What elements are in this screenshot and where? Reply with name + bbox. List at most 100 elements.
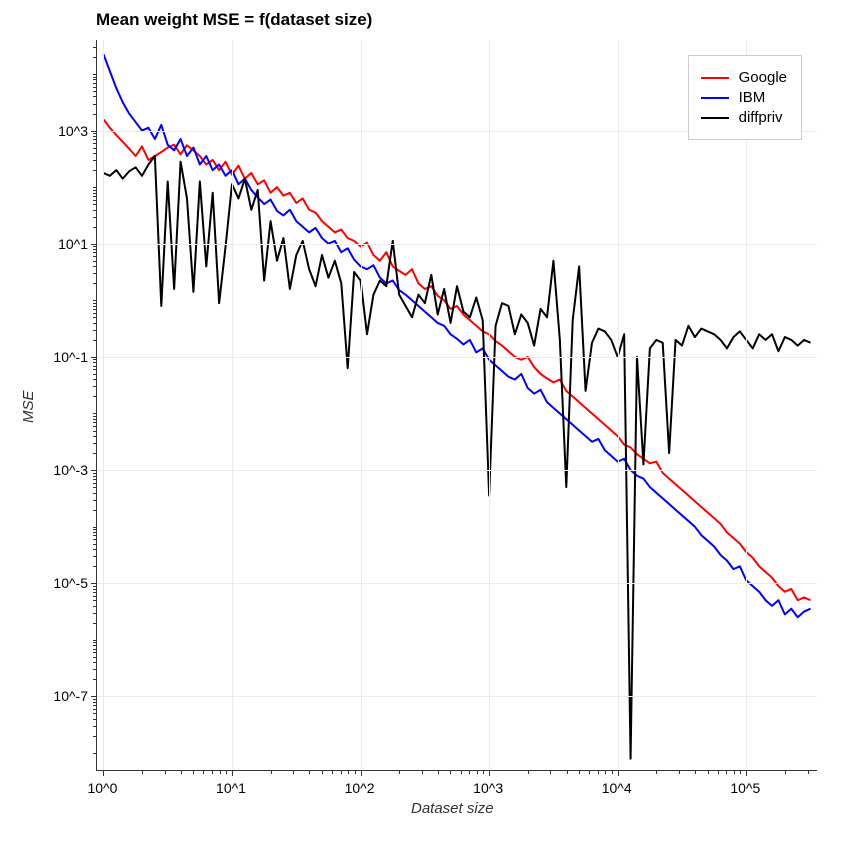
y-minor-tick — [93, 148, 97, 149]
y-minor-tick — [93, 396, 97, 397]
x-minor-tick — [483, 770, 484, 774]
y-minor-tick — [93, 726, 97, 727]
y-minor-tick — [93, 510, 97, 511]
y-minor-tick — [93, 592, 97, 593]
x-minor-tick — [332, 770, 333, 774]
gridline-v — [103, 40, 104, 770]
y-minor-tick — [93, 476, 97, 477]
y-minor-tick — [93, 529, 97, 530]
x-minor-tick — [579, 770, 580, 774]
y-minor-tick — [93, 83, 97, 84]
x-minor-tick — [567, 770, 568, 774]
x-minor-tick — [438, 770, 439, 774]
y-minor-tick — [93, 386, 97, 387]
x-tick — [618, 770, 619, 776]
x-minor-tick — [322, 770, 323, 774]
y-minor-tick — [93, 713, 97, 714]
y-minor-tick — [93, 79, 97, 80]
x-minor-tick — [477, 770, 478, 774]
y-tick — [91, 470, 97, 471]
y-minor-tick — [93, 645, 97, 646]
y-minor-tick — [93, 719, 97, 720]
y-minor-tick — [93, 266, 97, 267]
x-tick — [489, 770, 490, 776]
y-minor-tick — [93, 133, 97, 134]
gridline-v — [746, 40, 747, 770]
y-tick-label: 10^-1 — [40, 349, 88, 365]
y-minor-tick — [93, 204, 97, 205]
x-tick-label: 10^2 — [345, 780, 375, 796]
y-minor-tick — [93, 416, 97, 417]
x-minor-tick — [734, 770, 735, 774]
y-tick — [91, 244, 97, 245]
y-minor-tick — [93, 249, 97, 250]
x-minor-tick — [785, 770, 786, 774]
y-minor-tick — [93, 473, 97, 474]
y-minor-tick — [93, 96, 97, 97]
y-minor-tick — [93, 431, 97, 432]
y-minor-tick — [93, 366, 97, 367]
y-tick-label: 10^-3 — [40, 462, 88, 478]
y-minor-tick — [93, 369, 97, 370]
gridline-h — [97, 244, 817, 245]
x-minor-tick — [341, 770, 342, 774]
y-minor-tick — [93, 317, 97, 318]
y-minor-tick — [93, 596, 97, 597]
y-minor-tick — [93, 642, 97, 643]
x-axis-label: Dataset size — [411, 800, 494, 817]
y-minor-tick — [93, 493, 97, 494]
y-minor-tick — [93, 702, 97, 703]
y-minor-tick — [93, 114, 97, 115]
x-minor-tick — [212, 770, 213, 774]
y-minor-tick — [93, 196, 97, 197]
y-minor-tick — [93, 679, 97, 680]
y-minor-tick — [93, 330, 97, 331]
y-minor-tick — [93, 323, 97, 324]
y-minor-tick — [93, 527, 97, 528]
y-minor-tick — [93, 309, 97, 310]
y-minor-tick — [93, 210, 97, 211]
y-minor-tick — [93, 77, 97, 78]
y-minor-tick — [93, 640, 97, 641]
y-minor-tick — [93, 362, 97, 363]
y-minor-tick — [93, 544, 97, 545]
x-minor-tick — [461, 770, 462, 774]
y-minor-tick — [93, 217, 97, 218]
y-minor-tick — [93, 419, 97, 420]
legend-label: IBM — [739, 89, 766, 106]
legend-label: diffpriv — [739, 109, 783, 126]
x-tick — [361, 770, 362, 776]
y-tick — [91, 357, 97, 358]
y-minor-tick — [93, 479, 97, 480]
y-minor-tick — [93, 483, 97, 484]
legend-swatch — [701, 77, 729, 79]
legend-item: Google — [701, 69, 787, 86]
y-minor-tick — [93, 669, 97, 670]
y-minor-tick — [93, 160, 97, 161]
y-minor-tick — [93, 422, 97, 423]
y-minor-tick — [93, 426, 97, 427]
y-minor-tick — [93, 443, 97, 444]
x-minor-tick — [293, 770, 294, 774]
x-minor-tick — [708, 770, 709, 774]
x-minor-tick — [740, 770, 741, 774]
x-minor-tick — [355, 770, 356, 774]
x-minor-tick — [220, 770, 221, 774]
x-minor-tick — [165, 770, 166, 774]
x-tick-label: 10^1 — [216, 780, 246, 796]
y-minor-tick — [93, 606, 97, 607]
chart-title: Mean weight MSE = f(dataset size) — [96, 10, 372, 30]
gridline-h — [97, 696, 817, 697]
x-minor-tick — [271, 770, 272, 774]
y-minor-tick — [93, 104, 97, 105]
x-minor-tick — [309, 770, 310, 774]
y-minor-tick — [93, 613, 97, 614]
x-tick-label: 10^4 — [602, 780, 632, 796]
x-minor-tick — [718, 770, 719, 774]
x-tick — [746, 770, 747, 776]
x-minor-tick — [142, 770, 143, 774]
y-minor-tick — [93, 246, 97, 247]
x-minor-tick — [422, 770, 423, 774]
y-tick — [91, 583, 97, 584]
y-minor-tick — [93, 359, 97, 360]
